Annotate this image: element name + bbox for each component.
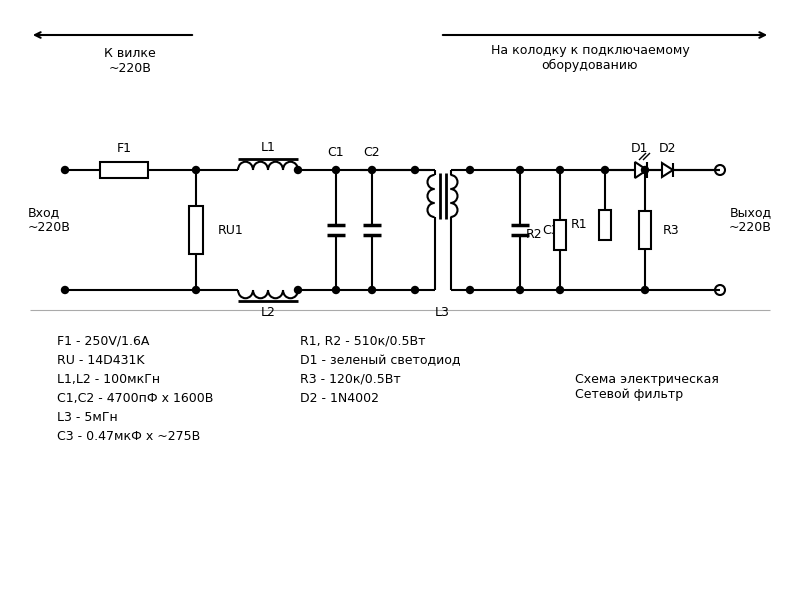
Text: R1: R1 [570,218,587,232]
Circle shape [411,286,418,293]
Text: R1, R2 - 510к/0.5Вт: R1, R2 - 510к/0.5Вт [300,335,426,348]
Text: F1 - 250V/1.6A: F1 - 250V/1.6A [57,335,150,348]
Circle shape [193,166,199,173]
Text: Схема электрическая
Сетевой фильтр: Схема электрическая Сетевой фильтр [575,373,719,401]
Circle shape [294,286,302,293]
Text: C1: C1 [328,145,344,158]
Circle shape [602,166,609,173]
Circle shape [333,286,339,293]
Text: R2: R2 [526,229,542,241]
Circle shape [333,166,339,173]
Text: L1: L1 [261,141,275,154]
Text: D1 - зеленый светодиод: D1 - зеленый светодиод [300,354,461,367]
Text: RU1: RU1 [218,223,244,236]
Text: C3: C3 [542,223,558,236]
Circle shape [369,166,375,173]
Circle shape [642,286,649,293]
Text: D2 - 1N4002: D2 - 1N4002 [300,392,379,405]
Text: C2: C2 [364,145,380,158]
Text: RU - 14D431K: RU - 14D431K [57,354,145,367]
Text: F1: F1 [117,142,131,155]
Circle shape [642,166,649,173]
Text: L1,L2 - 100мкГн: L1,L2 - 100мкГн [57,373,160,386]
Text: D1: D1 [630,142,648,154]
Text: К вилке
~220В: К вилке ~220В [104,47,156,75]
Circle shape [62,166,69,173]
Circle shape [466,166,474,173]
Bar [599,210,611,240]
Text: R3: R3 [663,223,680,236]
Polygon shape [635,162,647,178]
Polygon shape [662,163,673,177]
Circle shape [557,286,563,293]
Circle shape [411,166,418,173]
Circle shape [62,286,69,293]
Circle shape [369,286,375,293]
Circle shape [557,166,563,173]
Text: L2: L2 [261,306,275,319]
Text: R3 - 120к/0.5Вт: R3 - 120к/0.5Вт [300,373,401,386]
Bar [554,220,566,250]
Circle shape [466,286,474,293]
Text: C1,C2 - 4700пФ x 1600B: C1,C2 - 4700пФ x 1600B [57,392,214,405]
Text: L3: L3 [435,305,450,319]
Bar [100,162,148,178]
Bar [189,206,203,254]
Circle shape [517,286,523,293]
Circle shape [193,286,199,293]
Text: Выход
~220В: Выход ~220В [729,206,772,234]
Bar [639,211,651,249]
Circle shape [294,166,302,173]
Text: C3 - 0.47мкФ x ~275B: C3 - 0.47мкФ x ~275B [57,430,200,443]
Text: Вход
~220В: Вход ~220В [28,206,71,234]
Text: На колодку к подключаемому
оборудованию: На колодку к подключаемому оборудованию [490,44,690,72]
Text: D2: D2 [658,142,676,154]
Text: L3 - 5мГн: L3 - 5мГн [57,411,118,424]
Circle shape [517,166,523,173]
